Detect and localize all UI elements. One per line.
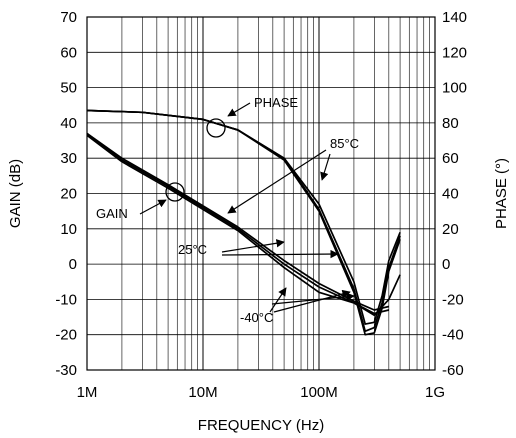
annotation-arrow [227, 149, 327, 214]
y2-tick-label: -20 [442, 291, 464, 308]
annotation-arrow [269, 287, 287, 313]
x-tick-label: 1M [77, 384, 98, 401]
y2-axis-title: PHASE (°) [493, 158, 510, 229]
plot-frame [86, 16, 436, 371]
y-tick-label: 10 [60, 221, 77, 238]
y2-tick-label: -60 [442, 362, 464, 379]
y2-tick-label: 100 [442, 80, 467, 97]
x-tick-label: 10M [188, 384, 217, 401]
annotation-arrow [273, 289, 351, 313]
annotation-arrow [221, 239, 285, 253]
y-tick-label: 20 [60, 186, 77, 203]
label-85c: 85°C [330, 136, 359, 151]
y-tick-label: 0 [69, 256, 77, 273]
y-tick-label: -30 [55, 362, 77, 379]
phase-label: PHASE [254, 95, 298, 110]
gain-curve-1 [86, 132, 389, 311]
annotation-arrow [139, 199, 167, 215]
label-25c: 25°C [178, 242, 207, 257]
x-tick-label: 1G [425, 384, 445, 401]
y-tick-label: 30 [60, 150, 77, 167]
y2-tick-label: 40 [442, 186, 459, 203]
gain-label: GAIN [96, 206, 128, 221]
y2-tick-label: 60 [442, 150, 459, 167]
y-tick-label: 40 [60, 115, 77, 132]
annotation-arrow [221, 249, 339, 259]
annotation-arrow [271, 292, 355, 305]
y2-tick-label: -40 [442, 327, 464, 344]
y-tick-label: -10 [55, 291, 77, 308]
y-tick-label: 50 [60, 80, 77, 97]
grid [87, 17, 435, 370]
x-tick-label: 100M [300, 384, 338, 401]
y2-tick-label: 0 [442, 256, 450, 273]
phase-marker-circle [206, 118, 226, 138]
y2-tick-labels: 140 120 100 80 60 40 20 0 -20 -40 -60 [442, 9, 467, 379]
annotation-arrow [227, 102, 251, 117]
gain-marker-circle [165, 182, 185, 202]
annotation-arrow [320, 153, 331, 181]
y2-tick-label: 140 [442, 9, 467, 26]
y2-tick-label: 20 [442, 221, 459, 238]
x-axis-title: FREQUENCY (Hz) [198, 417, 324, 434]
annotations: PHASE GAIN 85°C 25°C -40°C [96, 95, 359, 325]
y2-tick-label: 80 [442, 115, 459, 132]
x-tick-labels: 1M 10M 100M 1G [77, 384, 445, 401]
annotation-arrows [139, 102, 355, 313]
y-tick-label: -20 [55, 327, 77, 344]
y-tick-label: 70 [60, 9, 77, 26]
y-tick-label: 60 [60, 44, 77, 61]
y-tick-labels: 70 60 50 40 30 20 10 0 -10 -20 -30 [55, 9, 77, 379]
y-axis-title: GAIN (dB) [7, 159, 24, 228]
label-minus40c: -40°C [240, 310, 273, 325]
y2-tick-label: 120 [442, 44, 467, 61]
curves [86, 109, 401, 336]
